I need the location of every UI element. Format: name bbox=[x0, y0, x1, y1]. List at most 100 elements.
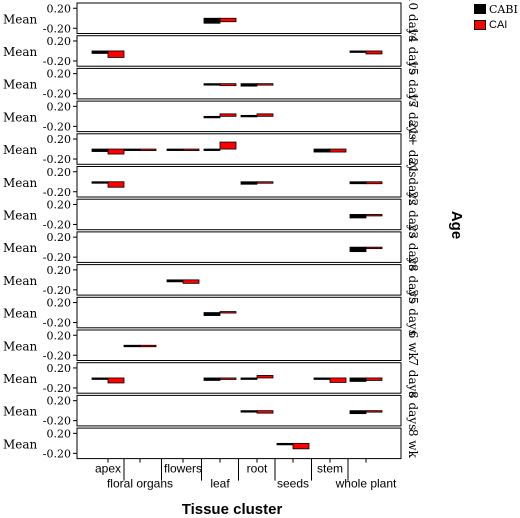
bar-cabi-whole-plant bbox=[349, 377, 367, 382]
panel-age-label: 21 days bbox=[406, 158, 420, 205]
bar-cai-whole-plant bbox=[365, 377, 383, 381]
y-tick-label: 0.20 bbox=[47, 133, 72, 146]
legend-item-cai: CAI bbox=[474, 18, 520, 32]
bar-cabi-leaf bbox=[203, 377, 221, 381]
panel: Mean 0.20 -0.20 35 days bbox=[3, 289, 420, 336]
y-axis-title: Mean bbox=[3, 110, 38, 124]
panel-frame bbox=[76, 264, 402, 296]
panel-age-label: 8 wk bbox=[406, 429, 420, 459]
bar-cabi-whole-plant bbox=[349, 50, 367, 53]
legend: CABI CAI bbox=[474, 2, 520, 34]
panel-age-label: 6 wk bbox=[406, 331, 420, 361]
x-axis-title: Tissue cluster bbox=[182, 501, 283, 518]
y-tick-label: -0.20 bbox=[43, 186, 71, 199]
panel-frame bbox=[76, 2, 402, 34]
panel: Mean 0.20 -0.20 8 days bbox=[3, 391, 420, 430]
bar-cabi-whole-plant bbox=[349, 181, 367, 185]
y-tick-label: 0.20 bbox=[47, 427, 72, 440]
bar-cai-whole-plant bbox=[365, 410, 383, 413]
y-tick-label: 0.20 bbox=[47, 2, 72, 15]
y-axis-title: Mean bbox=[3, 274, 38, 288]
bar-cabi-floral-organs bbox=[123, 148, 141, 151]
bar-cabi-leaf bbox=[203, 312, 221, 316]
panel: Mean 0.20 -0.20 15 days bbox=[3, 60, 420, 107]
panel-frame bbox=[76, 35, 402, 67]
y-tick-label: -0.20 bbox=[43, 447, 71, 460]
bar-cai-root bbox=[256, 181, 274, 184]
panel-age-label: 28 days bbox=[406, 256, 420, 303]
y-tick-label: -0.20 bbox=[43, 22, 71, 35]
panel-frame bbox=[76, 329, 402, 361]
bar-cai-leaf bbox=[219, 311, 237, 314]
y-tick-label: 0.20 bbox=[47, 395, 72, 408]
bar-cai-flowers bbox=[182, 279, 200, 284]
bar-cabi-flowers bbox=[166, 148, 184, 151]
y-axis-title: Mean bbox=[3, 208, 38, 222]
bar-cai-floral-organs bbox=[139, 344, 157, 348]
y-tick-label: 0.20 bbox=[47, 68, 72, 81]
panel-frame bbox=[76, 362, 402, 394]
panel: Mean 0.20 -0.20 17 days bbox=[3, 93, 420, 140]
y-axis-title: Mean bbox=[3, 143, 38, 157]
panel-age-label: 23 days bbox=[406, 224, 420, 271]
panel: Mean 0.20 -0.20 6 wk bbox=[3, 329, 420, 362]
panel: Mean 0.20 -0.20 23 days bbox=[3, 224, 420, 271]
bar-cabi-floral-organs bbox=[123, 344, 141, 348]
panel-frame bbox=[76, 296, 402, 329]
bar-cai-stem bbox=[329, 148, 347, 153]
y-tick-label: -0.20 bbox=[43, 120, 71, 133]
bar-cai-seeds bbox=[292, 442, 310, 450]
y-tick-label: -0.20 bbox=[43, 284, 71, 297]
y-axis-title: Mean bbox=[3, 241, 38, 255]
bar-cai-leaf bbox=[219, 141, 237, 150]
panel-frame bbox=[76, 231, 402, 263]
panel-age-label: 15 days bbox=[406, 60, 420, 107]
panel-age-label: 35 days bbox=[406, 289, 420, 336]
legend-label-cai: CAI bbox=[489, 19, 508, 31]
panel: Mean 0.20 -0.20 7 days bbox=[3, 358, 420, 397]
legend-swatch-cabi bbox=[474, 4, 486, 14]
y-tick-label: 0.20 bbox=[47, 297, 72, 310]
legend-item-cabi: CABI bbox=[474, 2, 520, 16]
y-tick-label: 0.20 bbox=[47, 264, 72, 277]
bar-cabi-leaf bbox=[203, 115, 221, 119]
panel-age-label: 14 days bbox=[406, 28, 420, 75]
y-tick-label: -0.20 bbox=[43, 349, 71, 362]
panel-frame bbox=[76, 427, 402, 460]
y-axis-title: Mean bbox=[3, 405, 38, 419]
y-tick-label: -0.20 bbox=[43, 55, 71, 68]
panel-age-label: 10 days bbox=[406, 0, 420, 42]
legend-swatch-cai bbox=[474, 20, 486, 30]
panel: Mean 0.20 -0.20 8 wk bbox=[3, 427, 420, 460]
bar-cai-apex bbox=[107, 148, 125, 155]
bar-cai-leaf bbox=[219, 83, 237, 87]
bar-cabi-leaf bbox=[203, 83, 221, 86]
panel-age-label: 21+ days bbox=[406, 121, 420, 178]
panel-age-label: 7 days bbox=[406, 358, 420, 397]
bar-cai-leaf bbox=[219, 17, 237, 23]
bar-cabi-whole-plant bbox=[349, 410, 367, 415]
bar-cai-whole-plant bbox=[365, 246, 383, 250]
panel-age-label: 22 days bbox=[406, 191, 420, 238]
bar-cai-whole-plant bbox=[365, 50, 383, 55]
y-axis-title: Mean bbox=[3, 372, 38, 386]
bar-cai-apex bbox=[107, 50, 125, 58]
bar-cai-apex bbox=[107, 377, 125, 384]
bar-cai-root bbox=[256, 83, 274, 86]
y-tick-label: 0.20 bbox=[47, 231, 72, 244]
bar-cai-root bbox=[256, 375, 274, 379]
y-tick-label: 0.20 bbox=[47, 198, 72, 211]
bar-cai-whole-plant bbox=[365, 181, 383, 185]
bar-cabi-leaf bbox=[203, 148, 221, 151]
y-axis-title: Mean bbox=[3, 176, 38, 190]
bar-cai-floral-organs bbox=[139, 148, 157, 151]
bar-cabi-seeds bbox=[276, 442, 294, 446]
bar-cabi-root bbox=[240, 83, 258, 87]
bar-cabi-apex bbox=[91, 50, 109, 54]
panel-age-label: 8 days bbox=[406, 391, 420, 430]
y-tick-label: -0.20 bbox=[43, 317, 71, 330]
y-tick-label: -0.20 bbox=[43, 218, 71, 231]
